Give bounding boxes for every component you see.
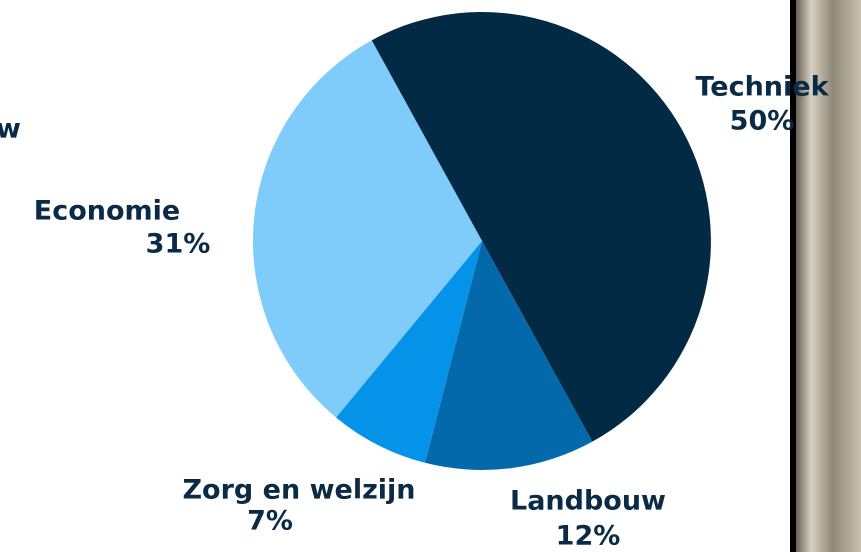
cropped-label: w (0, 114, 21, 145)
slice-label: Zorg en welzijn (182, 475, 415, 506)
slice-label: Landbouw (510, 486, 666, 517)
slice-value-label: 50% (730, 106, 795, 137)
slice-label: Techniek (695, 72, 829, 103)
slice-value-label: 7% (247, 506, 293, 537)
slide: w Techniek50% Landbouw 12% Zorg en welzijn7… (0, 0, 861, 552)
slice-value-label: 12% (556, 521, 621, 552)
slice-value-label: 31% (146, 229, 211, 260)
slice-label: Economie (34, 196, 180, 227)
